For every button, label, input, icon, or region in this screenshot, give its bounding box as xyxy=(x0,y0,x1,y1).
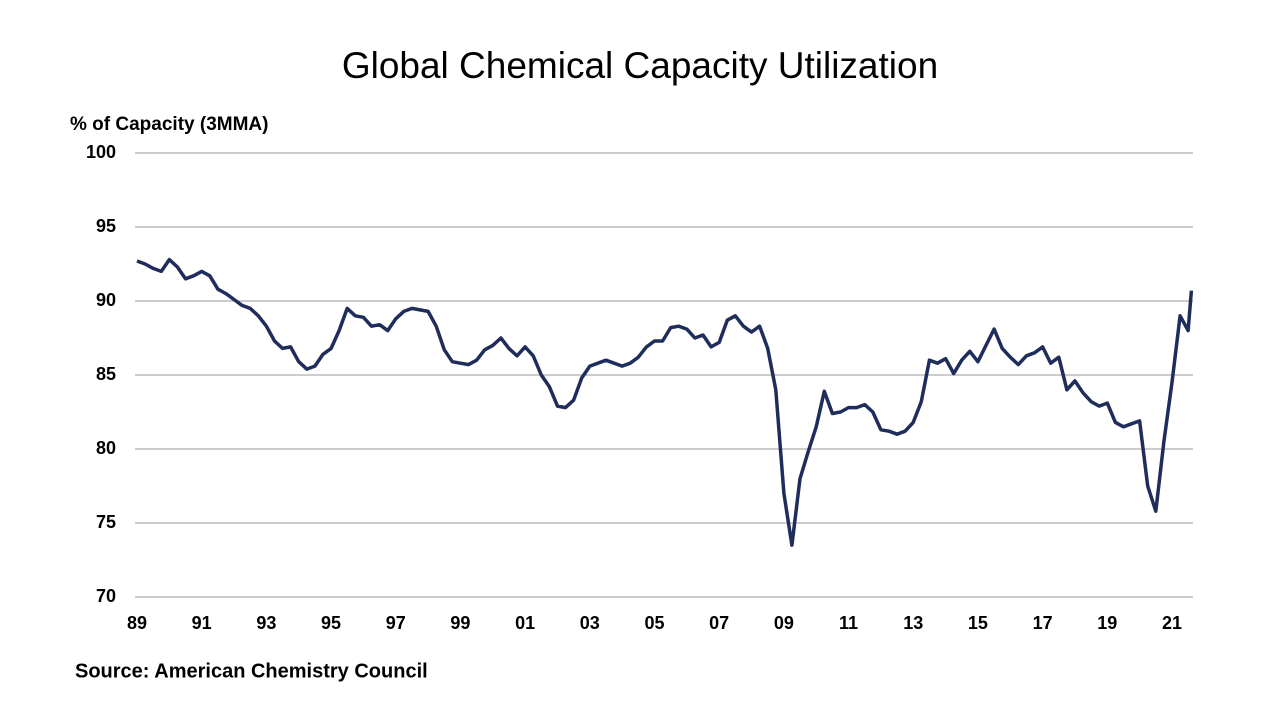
x-tick-label: 17 xyxy=(1033,613,1053,633)
x-tick-label: 21 xyxy=(1162,613,1182,633)
x-tick-label: 97 xyxy=(386,613,406,633)
x-tick-label: 09 xyxy=(774,613,794,633)
x-tick-label: 11 xyxy=(839,613,858,633)
x-tick-label: 13 xyxy=(903,613,923,633)
x-tick-label: 07 xyxy=(709,613,729,633)
y-tick-label: 75 xyxy=(96,512,116,532)
y-tick-label: 100 xyxy=(86,142,116,162)
y-tick-label: 95 xyxy=(96,216,116,236)
x-tick-label: 15 xyxy=(968,613,988,633)
x-tick-label: 05 xyxy=(644,613,664,633)
x-tick-label: 01 xyxy=(515,613,535,633)
x-tick-label: 03 xyxy=(580,613,600,633)
y-tick-label: 70 xyxy=(96,586,116,606)
x-tick-label: 89 xyxy=(127,613,147,633)
y-axis-label: % of Capacity (3MMA) xyxy=(70,114,268,135)
y-tick-label: 80 xyxy=(96,438,116,458)
x-tick-label: 99 xyxy=(450,613,470,633)
chart-title: Global Chemical Capacity Utilization xyxy=(342,45,938,86)
source-note: Source: American Chemistry Council xyxy=(75,660,428,682)
y-tick-label: 90 xyxy=(96,290,116,310)
x-tick-label: 91 xyxy=(192,613,212,633)
x-tick-label: 95 xyxy=(321,613,341,633)
x-tick-label: 19 xyxy=(1097,613,1117,633)
x-tick-label: 93 xyxy=(256,613,276,633)
y-tick-label: 85 xyxy=(96,364,116,384)
data-line xyxy=(136,257,1194,547)
